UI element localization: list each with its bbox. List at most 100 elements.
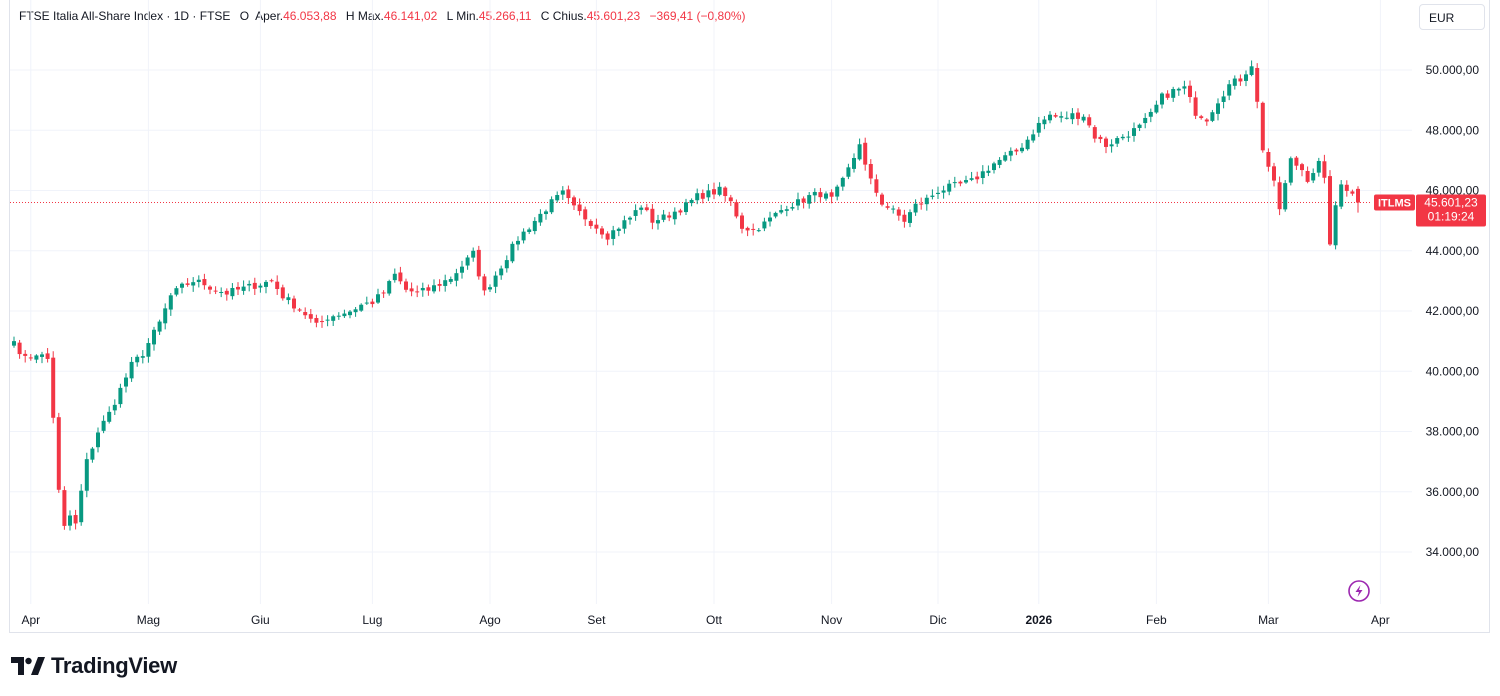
candle-body <box>941 190 946 193</box>
candle <box>1300 162 1304 177</box>
candle-body <box>1126 136 1131 138</box>
candle <box>667 211 672 222</box>
candle-body <box>1014 149 1019 152</box>
candle-body <box>684 202 688 213</box>
candle <box>1232 75 1237 90</box>
candle-body <box>303 312 308 316</box>
candle <box>443 274 448 292</box>
candle-body <box>247 283 252 286</box>
legend-close-label: C <box>540 9 550 23</box>
candle-body <box>409 288 414 292</box>
candle <box>544 209 548 220</box>
currency-button[interactable]: EUR <box>1419 4 1485 30</box>
candle <box>163 303 168 330</box>
candle <box>1216 98 1220 121</box>
candle <box>398 266 403 285</box>
candle-body <box>1316 160 1321 173</box>
candle <box>516 236 520 251</box>
candle-body <box>544 211 548 215</box>
candle <box>40 351 44 364</box>
candle <box>1328 170 1332 246</box>
candle-body <box>230 287 235 297</box>
candle-body <box>639 207 644 210</box>
candle <box>68 510 72 531</box>
candle-body <box>812 191 817 196</box>
candle-body <box>717 186 722 195</box>
candle <box>829 189 834 204</box>
candle <box>700 189 705 204</box>
candle <box>964 175 968 184</box>
candle <box>107 406 112 424</box>
candle-body <box>616 228 621 231</box>
candle-body <box>1199 116 1204 119</box>
candle-body <box>734 202 739 217</box>
candle-body <box>992 163 996 171</box>
candle <box>874 174 879 197</box>
candle <box>325 315 330 327</box>
candle <box>908 209 912 228</box>
candle-body <box>600 228 604 235</box>
candle-body <box>790 207 795 209</box>
candle <box>1176 87 1181 96</box>
candle <box>1014 148 1019 156</box>
candle <box>936 186 940 200</box>
legend-open-label: O <box>239 9 250 23</box>
candle-body <box>297 309 302 311</box>
candle-body <box>308 314 313 319</box>
candles <box>12 60 1360 531</box>
candle <box>1182 80 1187 95</box>
candle-body <box>359 304 364 311</box>
chart-frame <box>9 0 1490 633</box>
candle <box>1188 80 1192 103</box>
candle-body <box>986 170 991 173</box>
flash-icon[interactable] <box>1348 580 1370 602</box>
candle-body <box>762 221 767 229</box>
candle-body <box>471 250 476 258</box>
candle-body <box>549 199 554 213</box>
candle-body <box>902 214 907 222</box>
candle <box>124 373 128 393</box>
candle <box>997 157 1002 169</box>
price-badge-price: 45.601,23 <box>1424 196 1478 210</box>
candle <box>1109 139 1114 153</box>
candle <box>1227 80 1232 101</box>
candle <box>185 278 190 287</box>
candle-body <box>538 213 543 223</box>
candle <box>863 137 868 171</box>
candle-body <box>835 186 840 197</box>
y-tick-label: 42.000,00 <box>1426 304 1480 318</box>
y-tick-label: 46.000,00 <box>1426 184 1480 198</box>
candle <box>303 307 308 319</box>
candle <box>252 277 257 295</box>
candle-body <box>286 297 291 301</box>
candle-body <box>555 195 560 201</box>
candle-body <box>947 183 952 192</box>
tradingview-logo[interactable]: TradingView <box>11 653 177 679</box>
candle-body <box>779 210 784 213</box>
candle-body <box>846 167 851 177</box>
candle <box>986 165 991 177</box>
candle <box>930 189 935 200</box>
candle <box>460 260 464 279</box>
candle <box>45 348 50 363</box>
candle-body <box>1132 128 1136 136</box>
candle <box>1244 70 1248 87</box>
candle-body <box>1339 184 1344 207</box>
candle <box>532 217 537 235</box>
candle-body <box>1154 104 1159 113</box>
legend-low-value: 45.266,11 <box>478 9 532 23</box>
price-chart[interactable]: 34.000,00 36.000,00 38.000,00 40.000,00 42.0… <box>0 0 1500 640</box>
candle-body <box>801 198 806 203</box>
x-tick-label: Mag <box>137 613 160 627</box>
candle <box>1238 74 1243 86</box>
grid-lines <box>10 0 1412 604</box>
candle <box>695 188 700 205</box>
candle-body <box>152 329 156 345</box>
candle <box>1356 186 1360 213</box>
candle <box>230 283 235 300</box>
candle <box>1048 111 1052 124</box>
candle-body <box>924 197 929 205</box>
candle <box>919 197 924 210</box>
candle <box>510 241 515 264</box>
y-tick-label: 36.000,00 <box>1426 485 1480 499</box>
